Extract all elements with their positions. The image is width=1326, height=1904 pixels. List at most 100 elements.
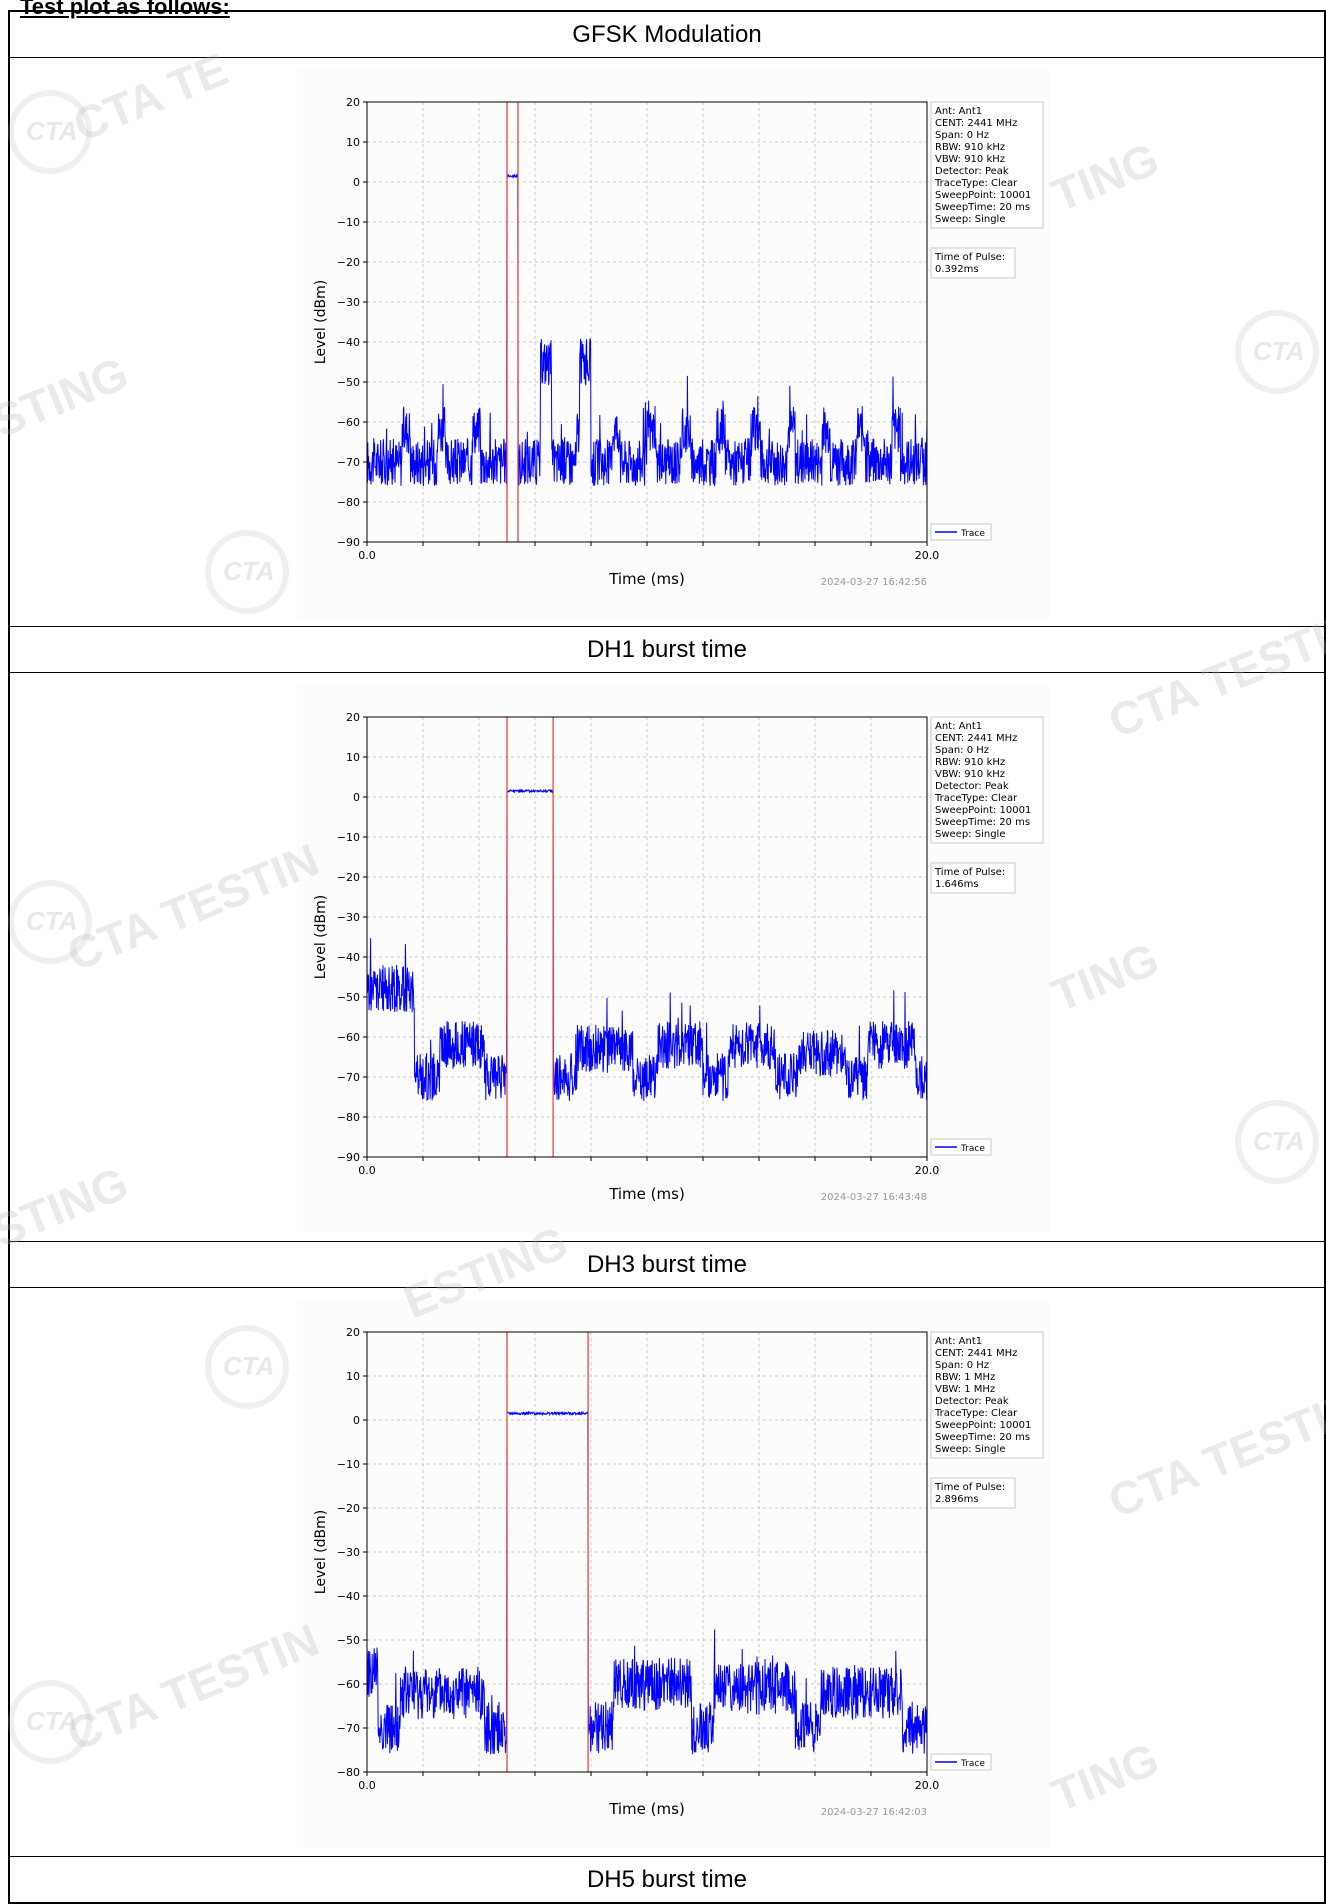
y-tick-label: −30: [337, 911, 360, 924]
pulse-box: [930, 862, 1016, 894]
settings-line: Sweep: Single: [935, 829, 1005, 840]
dh1-chart: 20 10 0 −10 −20 −30 −40 −50 −60 −70 −80 −900.0 20.0 T…: [297, 70, 1050, 618]
modulation-label: GFSK Modulation: [572, 20, 762, 48]
x-axis-label: Time (ms): [608, 570, 685, 588]
pulse-label: Time of Pulse:: [934, 867, 1005, 878]
settings-line: RBW: 910 kHz: [935, 142, 1005, 153]
y-tick-label: 0: [353, 176, 360, 189]
settings-line: Span: 0 Hz: [935, 130, 989, 141]
timestamp: 2024-03-27 16:43:48: [821, 1192, 927, 1203]
dh3-chart: 20 10 0 −10 −20 −30 −40 −50 −60 −70 −80 −900.0 20.0 T…: [297, 685, 1050, 1233]
chart-background: [297, 1300, 1050, 1848]
x-tick-label: 20.0: [915, 549, 940, 562]
dh1-caption: DH1 burst time: [586, 635, 748, 663]
settings-line: SweepPoint: 10001: [935, 1420, 1031, 1431]
y-tick-label: 0: [353, 1414, 360, 1427]
settings-line: SweepTime: 20 ms: [935, 202, 1030, 213]
settings-box: [930, 1331, 1044, 1459]
plot-cell-dh3: 20 10 0 −10 −20 −30 −40 −50 −60 −70 −80 −90 0.0 20.0 T…: [10, 673, 1324, 1242]
settings-line: Detector: Peak: [935, 166, 1009, 177]
y-tick-label: −10: [337, 831, 360, 844]
pulse-box: [930, 247, 1016, 279]
x-tick-label: 20.0: [915, 1164, 940, 1177]
legend-box: [930, 1138, 992, 1156]
settings-line: RBW: 910 kHz: [935, 757, 1005, 768]
y-tick-label: −80: [337, 1766, 360, 1779]
settings-line: VBW: 1 MHz: [935, 1384, 995, 1395]
settings-line: RBW: 1 MHz: [935, 1372, 995, 1383]
y-tick-label: −70: [337, 1722, 360, 1735]
header-cell: GFSK Modulation: [10, 12, 1324, 58]
y-tick-label: −20: [337, 1502, 360, 1515]
legend-box: [930, 1753, 992, 1771]
settings-line: CENT: 2441 MHz: [935, 1348, 1017, 1359]
settings-line: VBW: 910 kHz: [935, 154, 1005, 165]
settings-line: Ant: Ant1: [935, 1336, 982, 1347]
settings-line: CENT: 2441 MHz: [935, 118, 1017, 129]
y-tick-label: −40: [337, 1590, 360, 1603]
caption-cell-dh5: DH5 burst time: [10, 1857, 1324, 1902]
x-axis-label: Time (ms): [608, 1800, 685, 1818]
plot-cell-dh5: 20 10 0 −10 −20 −30 −40 −50 −60 −70 −80 0.0 20.0 Time…: [10, 1288, 1324, 1857]
trace-line: [366, 172, 928, 487]
trace-line: [366, 1410, 928, 1755]
x-tick-label: 0.0: [358, 1779, 376, 1792]
plot-frame: [366, 1331, 928, 1773]
plot-frame: [366, 716, 928, 1158]
chart-background: [297, 70, 1050, 618]
settings-line: SweepPoint: 10001: [935, 805, 1031, 816]
settings-line: Detector: Peak: [935, 1396, 1009, 1407]
pulse-label: Time of Pulse:: [934, 1482, 1005, 1493]
x-tick-label: 0.0: [358, 1164, 376, 1177]
y-tick-label: −50: [337, 376, 360, 389]
y-tick-label: −90: [337, 1151, 360, 1164]
legend-label: Trace: [960, 1759, 985, 1769]
chart-background: [297, 685, 1050, 1233]
caption-cell-dh3: DH3 burst time: [10, 1242, 1324, 1288]
settings-line: Span: 0 Hz: [935, 745, 989, 756]
y-tick-label: −60: [337, 1031, 360, 1044]
y-tick-label: 10: [346, 751, 360, 764]
pulse-value: 0.392ms: [935, 264, 979, 275]
y-tick-label: −60: [337, 416, 360, 429]
y-tick-label: 0: [353, 791, 360, 804]
settings-line: CENT: 2441 MHz: [935, 733, 1017, 744]
y-axis-label: Level (dBm): [313, 280, 329, 364]
settings-line: VBW: 910 kHz: [935, 769, 1005, 780]
pulse-box: [930, 1477, 1016, 1509]
settings-line: Ant: Ant1: [935, 721, 982, 732]
report-table: GFSK Modulation 20 10 0 −10 −20 −30 −40 −50 −60 −…: [8, 10, 1326, 1904]
x-tick-label: 0.0: [358, 549, 376, 562]
dh3-caption: DH3 burst time: [586, 1250, 748, 1278]
y-tick-label: −80: [337, 1111, 360, 1124]
legend-label: Trace: [960, 1144, 985, 1154]
y-tick-label: 10: [346, 136, 360, 149]
settings-box: [930, 716, 1044, 844]
settings-line: SweepTime: 20 ms: [935, 1432, 1030, 1443]
settings-line: Detector: Peak: [935, 781, 1009, 792]
y-tick-label: −90: [337, 536, 360, 549]
y-tick-label: −50: [337, 1634, 360, 1647]
legend-box: [930, 523, 992, 541]
settings-line: Sweep: Single: [935, 214, 1005, 225]
y-tick-label: −40: [337, 336, 360, 349]
y-tick-label: 10: [346, 1370, 360, 1383]
y-tick-label: −70: [337, 456, 360, 469]
plot-cell-dh1: 20 10 0 −10 −20 −30 −40 −50 −60 −70 −80 −90 0.0 20.0 T…: [10, 58, 1324, 627]
y-tick-label: −10: [337, 216, 360, 229]
settings-line: Sweep: Single: [935, 1444, 1005, 1455]
y-tick-label: −10: [337, 1458, 360, 1471]
y-tick-label: 20: [346, 96, 360, 109]
y-axis-label: Level (dBm): [313, 1510, 329, 1594]
y-tick-label: 20: [346, 1326, 360, 1339]
legend-label: Trace: [960, 529, 985, 539]
y-tick-label: −60: [337, 1678, 360, 1691]
trace-line: [366, 787, 928, 1102]
y-tick-label: −40: [337, 951, 360, 964]
x-tick-label: 20.0: [915, 1779, 940, 1792]
y-tick-label: −50: [337, 991, 360, 1004]
y-tick-label: −30: [337, 296, 360, 309]
y-tick-label: 20: [346, 711, 360, 724]
dh5-caption: DH5 burst time: [586, 1865, 748, 1893]
y-tick-label: −30: [337, 1546, 360, 1559]
